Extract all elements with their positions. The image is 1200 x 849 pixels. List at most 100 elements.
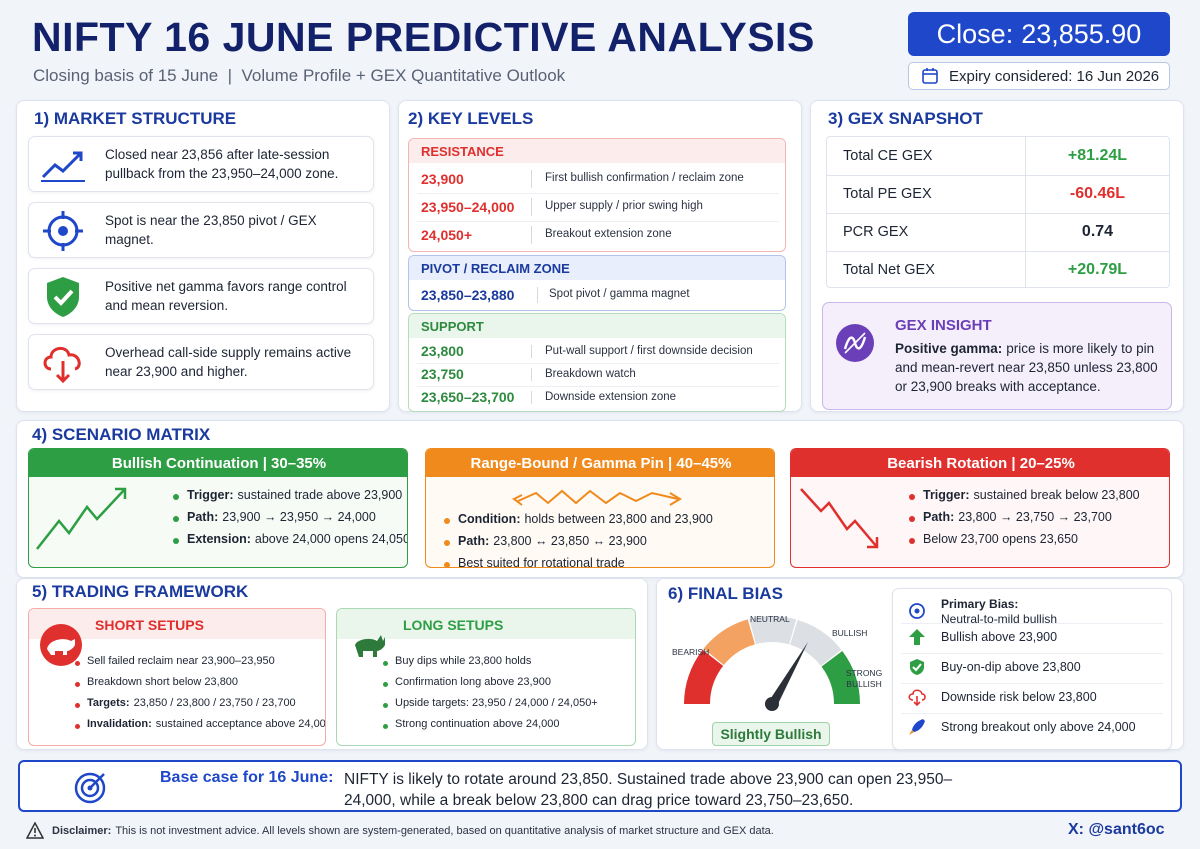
icon-shape [41, 151, 83, 179]
icon-shape [89, 773, 105, 789]
item-bold: Targets: [87, 697, 130, 709]
level-value: 23,900 [421, 170, 464, 187]
section-title: 1) MARKET STRUCTURE [34, 109, 237, 128]
close-box: Close: 23,855.90 [908, 12, 1170, 56]
icon-shape [74, 772, 106, 804]
scenario-graphic [29, 477, 407, 567]
bullet [75, 724, 80, 729]
item-bold: Extension: [187, 532, 251, 546]
gex-label: Total Net GEX [843, 262, 935, 278]
item-bold: Path: [187, 510, 219, 524]
section-title: 2) KEY LEVELS [408, 109, 534, 128]
structure-card: Overhead call-side supply remains active… [28, 334, 374, 390]
bias-item: Downside risk below 23,800 [941, 690, 1097, 704]
level-group-title: SUPPORT [421, 319, 484, 334]
level-value: 23,850–23,880 [421, 286, 515, 303]
bullet [383, 703, 388, 708]
bullet [173, 538, 179, 544]
icon-shape [47, 277, 79, 317]
icon [43, 347, 81, 384]
item-text: Breakdown short below 23,800 [87, 676, 239, 688]
icon [836, 324, 874, 362]
disclaimer-text: This is not investment advice. All level… [115, 825, 774, 837]
level-value: 23,800 [421, 343, 464, 359]
structure-card: Positive net gamma favors range control … [28, 268, 374, 324]
bullet [909, 516, 915, 522]
section-title: 3) GEX SNAPSHOT [828, 109, 983, 128]
icon-shape [767, 642, 808, 706]
row-divider [827, 213, 1169, 214]
expiry-box: Expiry considered: 16 Jun 2026 [908, 62, 1170, 90]
icon-shape [80, 778, 100, 798]
row-divider [901, 683, 1163, 684]
level-desc: Upper supply / prior swing high [545, 200, 703, 212]
item-text: Closed near 23,856 after late-session pu… [105, 147, 339, 181]
level-group-header [409, 139, 785, 163]
icon-shape [703, 619, 755, 665]
close-value: 23,855.90 [1021, 18, 1142, 49]
setup-icon [39, 623, 83, 667]
item-bold: Path: [458, 534, 490, 548]
item-text: Strong continuation above 24,000 [395, 718, 560, 730]
icon [512, 489, 682, 506]
scenario-title: Range-Bound / Gamma Pin | 40–45% [470, 455, 732, 472]
item-rest: 23,800 → 23,750 → 23,700 [958, 510, 1112, 524]
scenario-graphic [426, 477, 774, 567]
item-rest: sustained acceptance above 24,000 [155, 718, 326, 730]
base-case: Base case for 16 June: NIFTY is likely to… [18, 760, 1182, 812]
gex-value: +20.79L [1067, 261, 1128, 278]
level-group: PIVOT / RECLAIM ZONE 23,850–23,880 Spot pi… [408, 255, 786, 311]
item-bold: Invalidation: [87, 718, 152, 730]
row-divider [827, 251, 1169, 252]
column-divider [531, 198, 532, 216]
gauge-label: NEUTRAL [750, 614, 790, 624]
item-text: Below 23,700 opens 23,650 [923, 532, 1078, 546]
section-title: 4) SCENARIO MATRIX [32, 425, 211, 444]
item-text: Best suited for rotational trade [458, 556, 625, 568]
bullet [75, 661, 80, 666]
row-divider [417, 221, 779, 222]
column-divider [531, 391, 532, 404]
icon-shape [790, 619, 842, 666]
icon-shape [765, 697, 779, 711]
base-case-text: NIFTY is likely to rotate around 23,850.… [344, 771, 953, 809]
icon-shape [55, 373, 71, 384]
level-value: 23,950–24,000 [421, 198, 515, 215]
scenario-title: Bearish Rotation | 20–25% [887, 455, 1075, 472]
item-text: Buy dips while 23,800 holds [395, 655, 532, 667]
section-title: 6) FINAL BIAS [668, 584, 783, 603]
setup-title: SHORT SETUPS [95, 617, 204, 633]
icon-shape [115, 487, 127, 499]
gex-label: PCR GEX [843, 224, 909, 240]
insight-icon [835, 323, 875, 363]
item-rest: 23,900 → 23,950 → 24,000 [222, 510, 376, 524]
setup-card: LONG SETUPS Buy dips while 23,800 holds Co… [336, 608, 636, 746]
bullet [909, 538, 915, 544]
column-divider [531, 368, 532, 381]
icon-shape [912, 663, 922, 672]
scenario-card: Range-Bound / Gamma Pin | 40–45% Conditio… [425, 448, 775, 568]
row-divider [417, 386, 779, 387]
bias-icon [907, 717, 927, 737]
base-case-label: Base case for 16 June: [160, 769, 334, 786]
gauge-label: BEARISH [672, 647, 710, 657]
row-divider [827, 175, 1169, 176]
bias-item: Strong breakout only above 24,000 [941, 720, 1136, 734]
row-divider [901, 713, 1163, 714]
item-text: Path: 23,800 → 23,750 → 23,700 [923, 510, 1112, 524]
icon [909, 629, 925, 645]
icon [43, 211, 83, 251]
disclaimer: Disclaimer: This is not investment advice… [52, 825, 774, 837]
item-text: Spot is near the 23,850 pivot / GEX magn… [105, 213, 317, 247]
structure-icon [37, 337, 89, 389]
item-rest: sustained trade above 23,900 [237, 488, 403, 502]
gex-value: +81.24L [1067, 147, 1128, 164]
icon [40, 624, 82, 666]
level-group-title: RESISTANCE [421, 144, 504, 159]
icon-shape [909, 629, 925, 645]
gauge-label: BULLISH [832, 628, 868, 638]
bullet [444, 562, 450, 567]
item-text: Sell failed reclaim near 23,900–23,950 [87, 655, 275, 667]
icon-shape [922, 69, 938, 84]
scenario-header [791, 449, 1169, 477]
